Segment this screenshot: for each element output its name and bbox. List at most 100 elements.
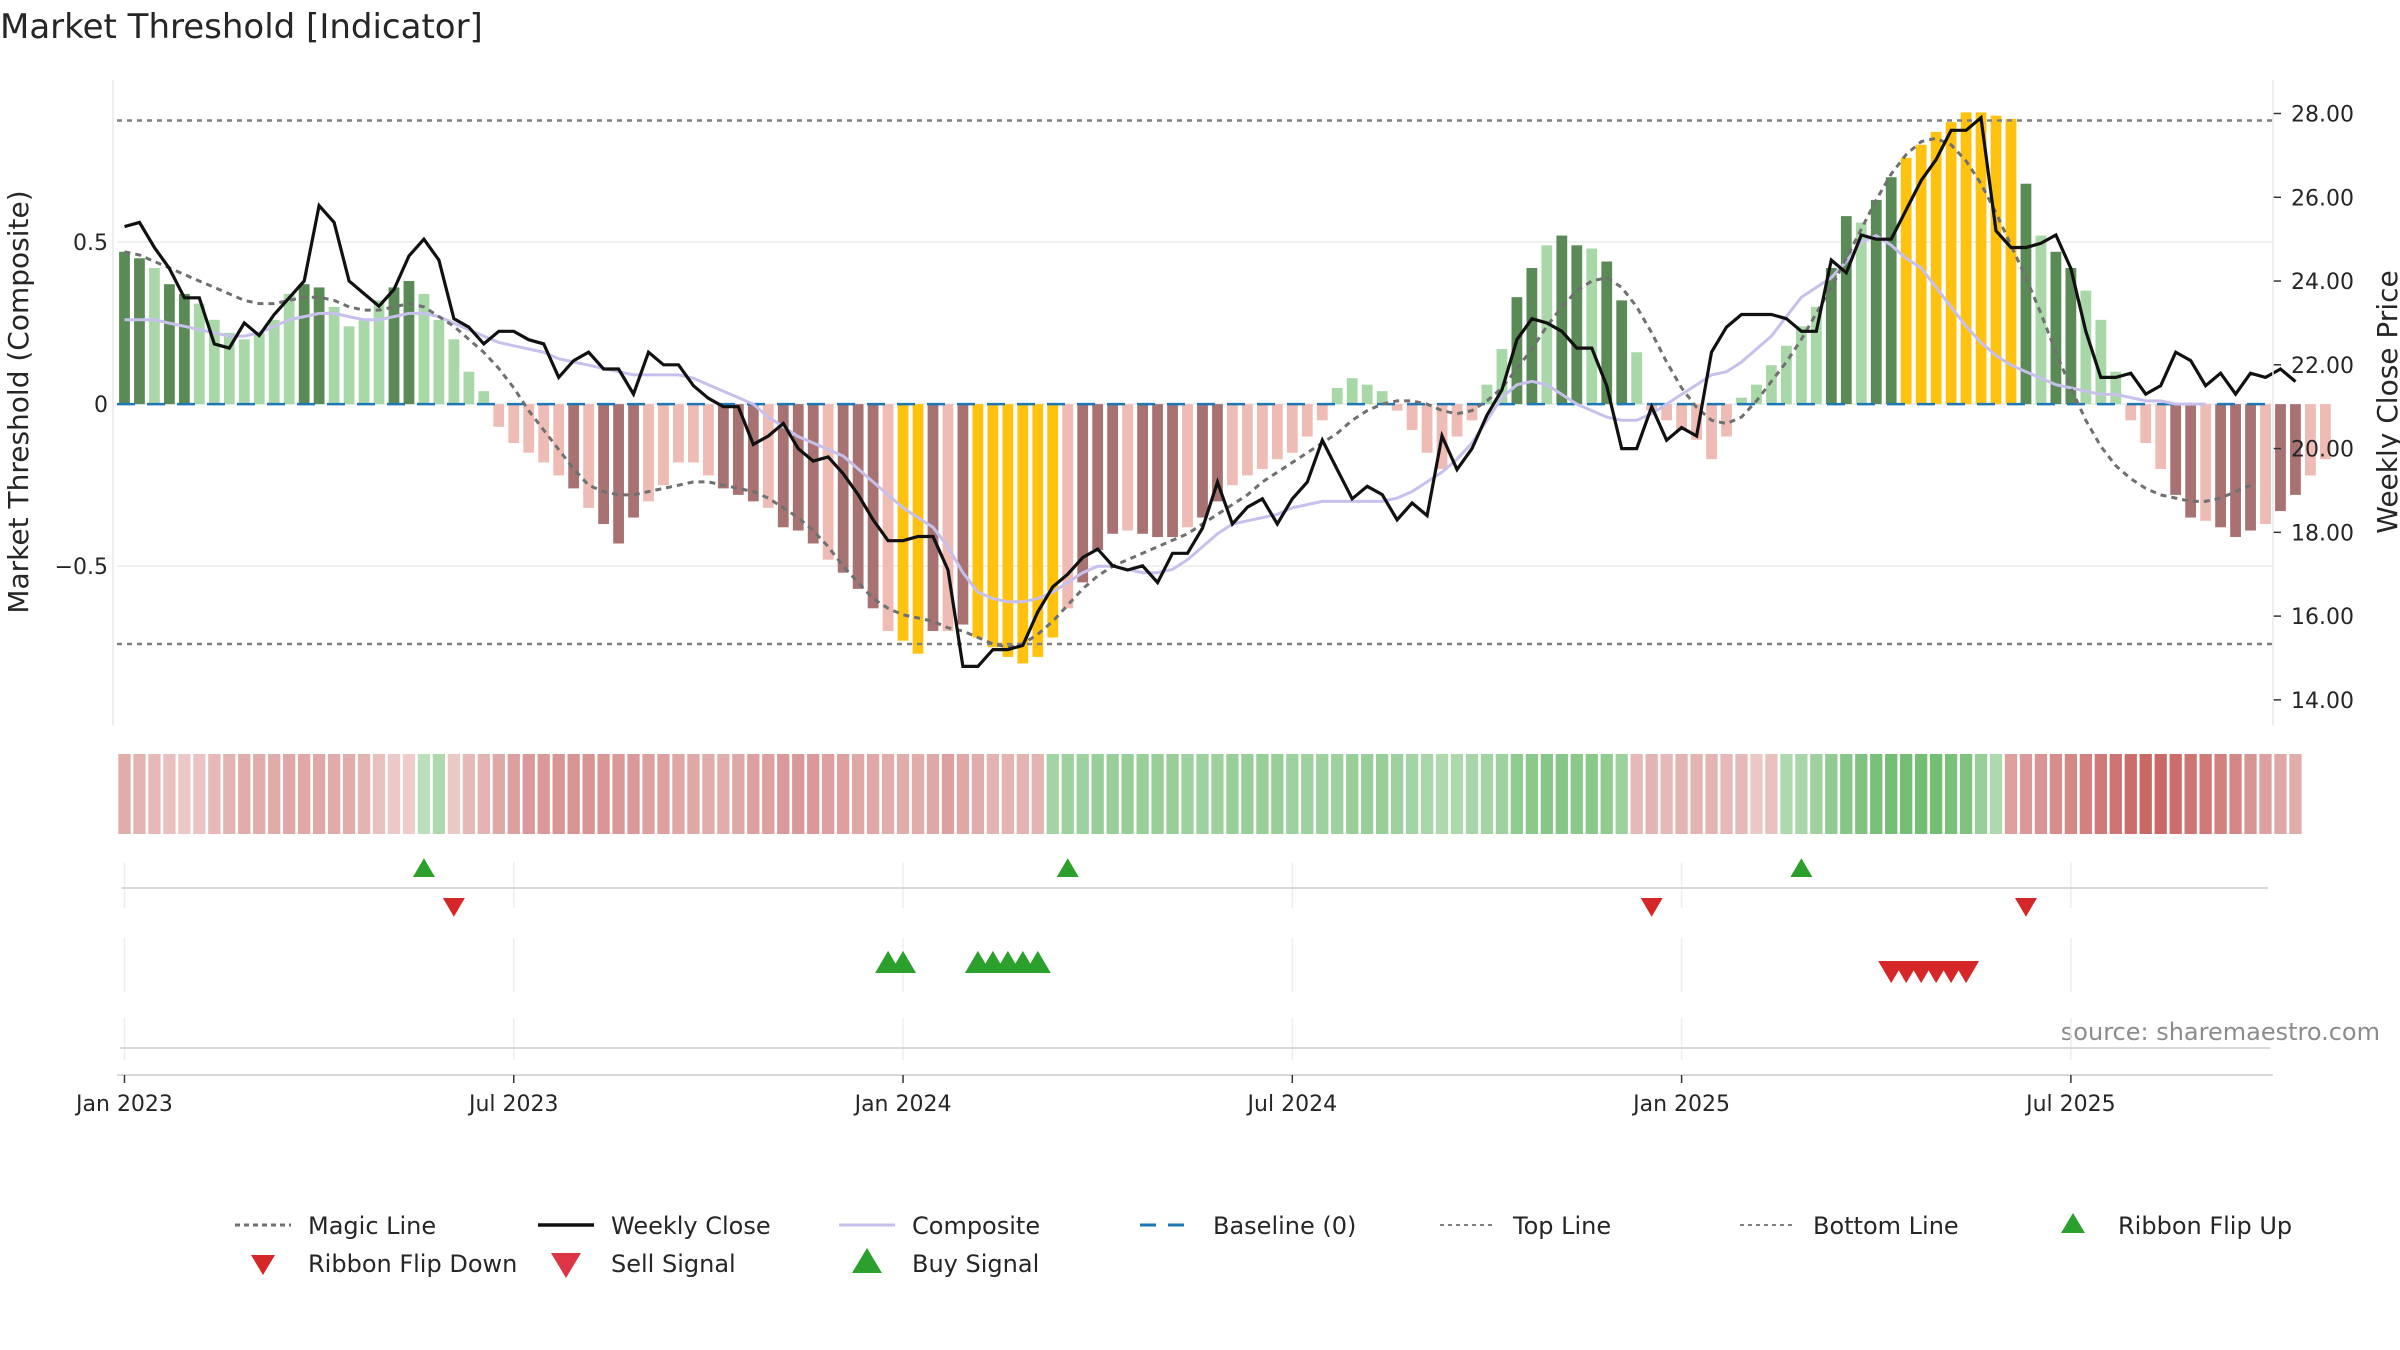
ribbon-cell (2274, 754, 2287, 834)
composite-bar (1152, 404, 1163, 538)
composite-bar (1601, 261, 1613, 405)
ribbon-cell (372, 754, 386, 834)
legend-label: Magic Line (308, 1212, 436, 1240)
composite-bar (208, 319, 220, 405)
ribbon-cell (612, 754, 625, 834)
composite-bar (1466, 404, 1478, 421)
ribbon-cell (1600, 754, 1613, 834)
ribbon-cell (1795, 754, 1808, 834)
ribbon-cell (1331, 754, 1344, 834)
ribbon-cell (1061, 754, 1074, 834)
composite-bar (1915, 144, 1927, 405)
legend-swatch-flip-down (251, 1255, 275, 1275)
composite-bar (1825, 267, 1837, 405)
y2-tick-label: 20.00 (2291, 438, 2354, 463)
ribbon-cell (1181, 754, 1194, 834)
x-tick-label: Jan 2025 (1631, 1092, 1730, 1117)
ribbon-cell (1495, 754, 1509, 834)
ribbon-cell (2109, 754, 2122, 834)
composite-bar (149, 267, 160, 405)
composite-bar (2020, 183, 2032, 405)
composite-bar (2155, 404, 2167, 469)
composite-bar (1271, 404, 1283, 460)
ribbon-cell (327, 754, 341, 834)
signal-tracks (120, 858, 2270, 1060)
composite-bar (1017, 404, 1029, 664)
composite-bar (1781, 345, 1792, 405)
ribbon-cell (642, 754, 655, 834)
ribbon-cell (1855, 754, 1868, 834)
composite-bar (1212, 404, 1223, 502)
ribbon-cell (552, 754, 565, 834)
ribbon-cell (417, 754, 431, 834)
composite-bar (1122, 404, 1134, 531)
composite-bar (867, 404, 879, 609)
composite-bar (2125, 404, 2137, 421)
y-tick-label: 0 (94, 393, 108, 418)
composite-bar (238, 339, 250, 405)
ribbon-cell (567, 754, 580, 834)
composite-bar (1586, 248, 1598, 405)
ribbon-cell (1660, 754, 1673, 834)
x-tick-label: Jul 2023 (467, 1092, 559, 1117)
ribbon-cell (1780, 754, 1793, 834)
ribbon-cell (1810, 754, 1823, 834)
y2-tick-label: 16.00 (2291, 605, 2354, 630)
composite-bar (1256, 404, 1268, 469)
ribbon-cell (747, 754, 760, 834)
ribbon-cell (133, 754, 146, 834)
composite-bar (178, 293, 190, 405)
ribbon-cell (1151, 754, 1164, 834)
composite-bar (2050, 251, 2062, 405)
composite-bar (658, 404, 669, 486)
ribbon-cell (1915, 754, 1928, 834)
composite-bar (2035, 235, 2047, 405)
ribbon-cell (312, 754, 326, 834)
sell-signal-marker (1953, 961, 1980, 984)
composite-bar (508, 404, 520, 444)
ribbon-cell (1196, 754, 1209, 834)
ribbon-cell (1271, 754, 1284, 834)
composite-bar (792, 404, 804, 531)
ribbon-cell (522, 754, 535, 834)
composite-bar (717, 404, 729, 489)
ribbon-flip-down-marker (442, 898, 465, 917)
composite-bar (1691, 404, 1702, 440)
ribbon-cell (1405, 754, 1419, 834)
ribbon-cell (357, 754, 371, 834)
ribbon-cell (507, 754, 520, 834)
ribbon-cell (1390, 754, 1404, 834)
composite-bar (673, 404, 684, 463)
series-lines (124, 114, 2297, 669)
ribbon-cell (2049, 754, 2063, 834)
ribbon-cell (402, 754, 416, 834)
legend-label: Bottom Line (1813, 1212, 1959, 1240)
composite-bar (1167, 404, 1178, 538)
ribbon-cell (148, 754, 161, 834)
ribbon-cell (447, 754, 461, 834)
ribbon-cell (1435, 754, 1449, 834)
ribbon-cell (851, 754, 865, 834)
ribbon-cell (717, 754, 730, 834)
composite-bar (598, 404, 609, 525)
composite-bar (1795, 326, 1807, 405)
composite-bar (613, 404, 624, 544)
ribbon-cell (477, 754, 490, 834)
legend-swatch-sell (551, 1253, 581, 1278)
composite-bar (1481, 384, 1493, 405)
composite-bar (1137, 404, 1148, 534)
composite-bar (1316, 404, 1328, 421)
ribbon-cell (1840, 754, 1853, 834)
composite-bar (1107, 404, 1119, 534)
ribbon-cell (687, 754, 700, 834)
ribbon-flip-up-marker (412, 858, 435, 877)
ribbon-cell (1510, 754, 1524, 834)
composite-bar (538, 404, 550, 463)
ribbon-cell (926, 754, 940, 834)
ribbon-cell (2019, 754, 2033, 834)
composite-bar (2230, 404, 2241, 538)
ribbon-cell (163, 754, 176, 834)
composite-bar (2065, 267, 2077, 405)
ribbon-cell (1465, 754, 1479, 834)
